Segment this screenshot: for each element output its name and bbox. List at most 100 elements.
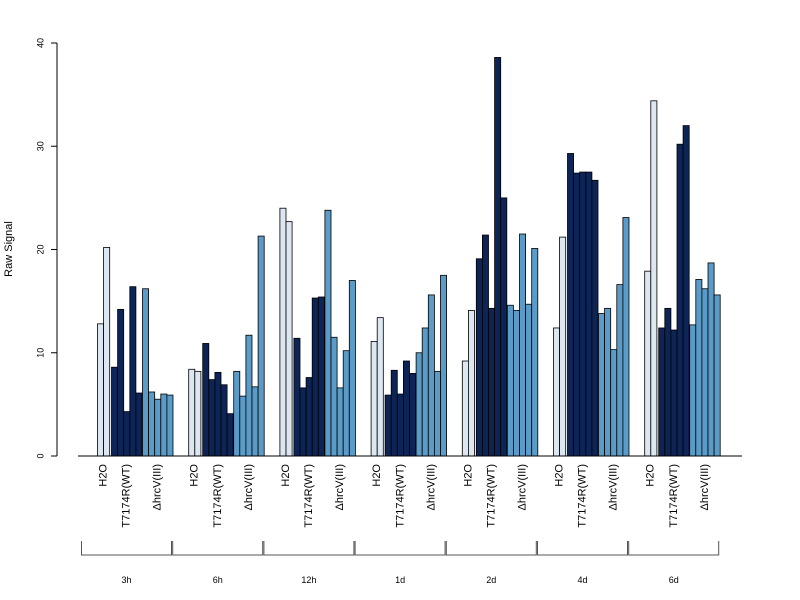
bar bbox=[348, 280, 356, 457]
bar bbox=[440, 274, 447, 457]
bar bbox=[604, 307, 612, 457]
bar bbox=[194, 370, 202, 457]
bar bbox=[324, 209, 332, 457]
treatment-label: H2O bbox=[280, 464, 292, 487]
treatment-label: ΔhrcV(III) bbox=[516, 464, 528, 510]
bar bbox=[513, 310, 520, 457]
y-tick-label: 20 bbox=[35, 244, 45, 254]
bar bbox=[148, 391, 156, 457]
bar bbox=[317, 296, 325, 457]
treatment-label: ΔhrcV(III) bbox=[152, 464, 164, 510]
bar bbox=[166, 394, 174, 457]
bar bbox=[676, 143, 684, 457]
bar bbox=[579, 171, 587, 457]
bar bbox=[220, 384, 228, 457]
treatment-label: H2O bbox=[554, 464, 566, 487]
treatment-labels: H2O T7174R(WT) ΔhrcV(III) H2O T7174R(WT) Δhrc… bbox=[98, 464, 711, 528]
treatment-label: H2O bbox=[462, 464, 474, 487]
group-bracket bbox=[263, 541, 355, 556]
bar bbox=[525, 303, 533, 457]
timepoint-label: 12h bbox=[301, 575, 316, 585]
bar bbox=[97, 323, 104, 457]
bar bbox=[117, 308, 125, 457]
bar bbox=[461, 360, 469, 457]
bar bbox=[567, 153, 574, 457]
bar bbox=[531, 248, 539, 457]
bar bbox=[154, 398, 162, 457]
bar bbox=[650, 100, 658, 457]
bar bbox=[305, 377, 313, 457]
treatment-label: T7174R(WT) bbox=[394, 464, 406, 528]
bar bbox=[598, 313, 605, 457]
group-bracket bbox=[172, 541, 264, 556]
bar bbox=[409, 372, 416, 457]
bar bbox=[160, 393, 168, 457]
bar bbox=[279, 207, 287, 457]
bar bbox=[500, 197, 508, 457]
bar bbox=[330, 336, 338, 457]
bar bbox=[233, 370, 241, 457]
treatment-label: T7174R(WT) bbox=[577, 464, 589, 528]
y-axis: 0 10 20 30 40 bbox=[35, 38, 58, 459]
bar bbox=[245, 334, 253, 457]
bar bbox=[188, 368, 196, 457]
bar bbox=[682, 125, 690, 457]
bar bbox=[336, 387, 344, 457]
y-tick-label: 10 bbox=[35, 348, 45, 358]
treatment-label: T7174R(WT) bbox=[212, 464, 224, 528]
bar bbox=[376, 317, 384, 457]
treatment-label: H2O bbox=[98, 464, 110, 487]
bar bbox=[214, 371, 222, 457]
bar bbox=[202, 343, 210, 457]
bar bbox=[226, 413, 234, 457]
treatment-label: T7174R(WT) bbox=[486, 464, 498, 528]
bar bbox=[293, 337, 301, 457]
bar bbox=[591, 179, 599, 457]
bar bbox=[129, 286, 137, 457]
treatment-label: ΔhrcV(III) bbox=[243, 464, 255, 510]
timepoint-label: 4d bbox=[577, 575, 587, 585]
bars bbox=[97, 57, 721, 457]
timepoint-label: 2d bbox=[486, 575, 496, 585]
bar bbox=[553, 327, 560, 457]
bar bbox=[142, 288, 149, 457]
bar bbox=[402, 360, 410, 457]
bar bbox=[519, 233, 526, 457]
group-bracket bbox=[537, 541, 628, 556]
bar bbox=[135, 392, 143, 457]
bar bbox=[370, 340, 378, 457]
group-bracket bbox=[81, 541, 172, 556]
bar bbox=[103, 247, 111, 457]
bar bbox=[427, 294, 435, 457]
treatment-label: H2O bbox=[645, 464, 657, 487]
bar bbox=[415, 352, 423, 457]
bar bbox=[421, 327, 429, 457]
group-bracket bbox=[354, 541, 446, 556]
bar bbox=[342, 350, 350, 457]
treatment-label: ΔhrcV(III) bbox=[334, 464, 346, 510]
bar bbox=[559, 236, 567, 457]
y-tick-label: 30 bbox=[35, 141, 45, 151]
bar bbox=[384, 394, 392, 457]
bar bbox=[208, 379, 216, 457]
bar bbox=[467, 310, 475, 457]
bar bbox=[111, 366, 118, 457]
bar bbox=[658, 327, 666, 457]
bar bbox=[251, 386, 259, 457]
bar bbox=[311, 297, 319, 457]
bar bbox=[701, 288, 709, 457]
bar bbox=[585, 171, 593, 457]
bar bbox=[616, 284, 624, 457]
bar bbox=[573, 172, 581, 457]
bar bbox=[257, 235, 265, 457]
bar bbox=[610, 349, 618, 457]
bar bbox=[506, 304, 514, 457]
treatment-label: T7174R(WT) bbox=[121, 464, 133, 528]
timepoint-label: 1d bbox=[395, 575, 405, 585]
bar bbox=[695, 279, 703, 457]
y-tick-label: 0 bbox=[35, 453, 45, 458]
treatment-label: T7174R(WT) bbox=[303, 464, 315, 528]
bar bbox=[475, 258, 483, 457]
bar bbox=[433, 370, 441, 457]
